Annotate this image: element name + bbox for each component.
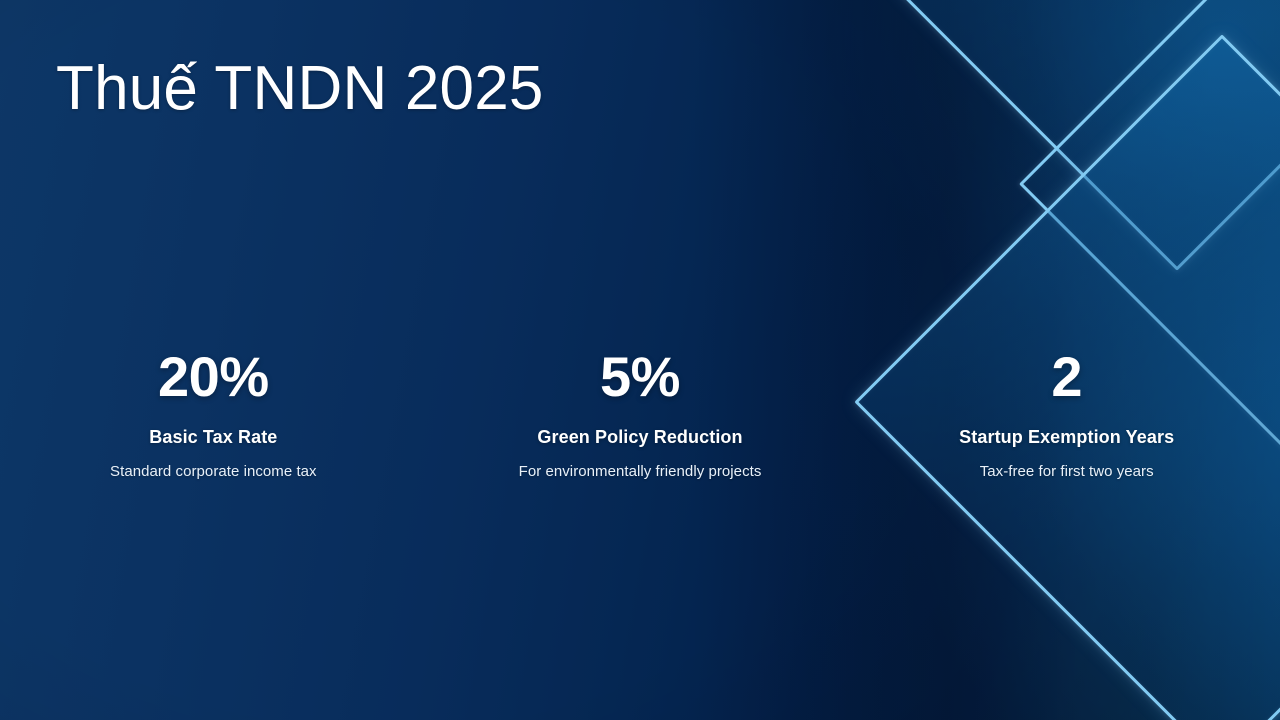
stat-card-startup-exemption-years: 2 Startup Exemption Years Tax-free for f… [853, 345, 1280, 480]
stat-card-basic-tax-rate: 20% Basic Tax Rate Standard corporate in… [0, 345, 427, 480]
stat-value: 2 [1051, 345, 1082, 408]
stat-value: 20% [158, 345, 269, 408]
stat-description: For environmentally friendly projects [518, 462, 762, 480]
stat-description: Standard corporate income tax [110, 462, 317, 480]
stat-card-green-policy-reduction: 5% Green Policy Reduction For environmen… [427, 345, 854, 480]
slide-title: Thuế TNDN 2025 [56, 54, 544, 123]
stat-label: Green Policy Reduction [537, 426, 743, 447]
stat-label: Basic Tax Rate [149, 426, 278, 447]
stat-description: Tax-free for first two years [979, 462, 1154, 480]
stat-value: 5% [600, 345, 680, 408]
statistics-row: 20% Basic Tax Rate Standard corporate in… [0, 345, 1280, 480]
stat-label: Startup Exemption Years [959, 426, 1175, 447]
